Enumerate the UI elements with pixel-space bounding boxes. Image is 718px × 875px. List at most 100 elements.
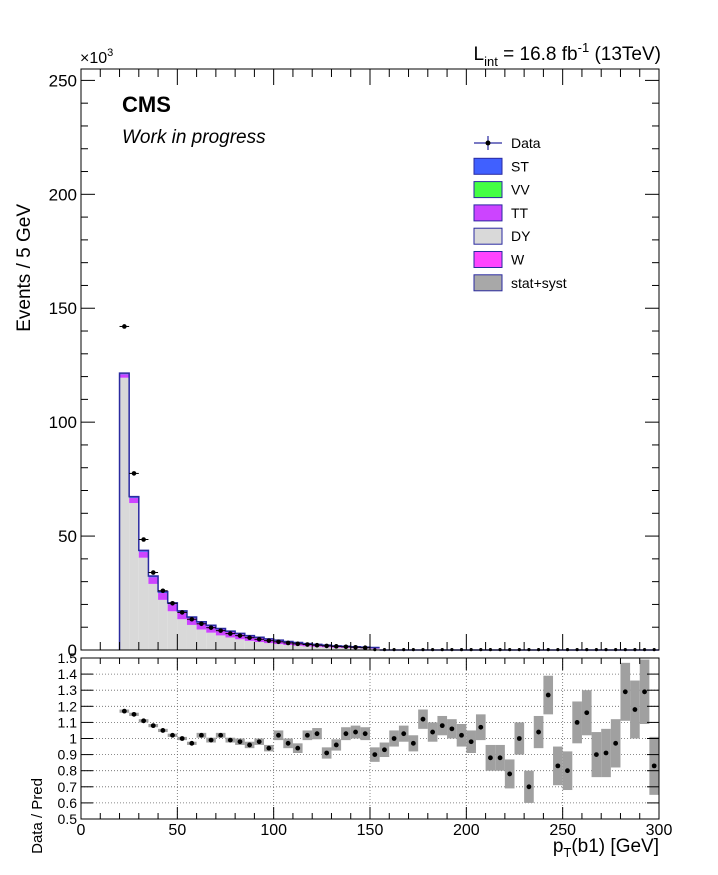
x-tick-label: 300: [646, 822, 673, 839]
ratio-point: [468, 739, 474, 745]
ratio-point: [391, 736, 397, 741]
series-dy: [119, 377, 380, 650]
ratio-point: [170, 732, 175, 738]
bar-tt-40: [158, 593, 168, 600]
ratio-point: [333, 742, 339, 748]
x-tick-label: 200: [453, 822, 480, 839]
ratio-point: [314, 731, 320, 737]
ratio-point: [632, 707, 638, 712]
data-point: [360, 645, 370, 651]
ratio-point: [121, 708, 127, 714]
ratio-y-tick-label: 0.5: [58, 811, 78, 827]
data-point: [350, 644, 361, 650]
ratio-point: [150, 723, 156, 729]
legend-entry-data: Data: [474, 135, 541, 151]
x-tick-label: 0: [77, 822, 86, 839]
bar-dy-45: [167, 611, 178, 650]
bar-dy-95: [264, 643, 274, 650]
ratio-point: [565, 768, 570, 774]
ratio-y-tick-label: 1.5: [58, 650, 78, 666]
data-point: [148, 570, 159, 575]
ratio-y-axis: 0.50.60.70.80.911.11.21.31.41.5: [58, 650, 659, 827]
bar-dy-80: [235, 639, 245, 650]
ratio-point: [382, 747, 387, 753]
data-point: [196, 621, 207, 627]
ratio-point: [256, 739, 262, 745]
data-point: [292, 641, 303, 647]
ratio-point: [459, 732, 464, 738]
ratio-y-tick-label: 0.7: [58, 779, 78, 795]
data-point: [129, 471, 139, 476]
luminosity-label: Lint = 16.8 fb-1 (13TeV): [474, 40, 661, 69]
ratio-point: [410, 740, 416, 746]
data-point: [331, 644, 342, 649]
ratio-point: [507, 771, 513, 777]
ratio-point: [516, 736, 522, 741]
data-point: [206, 625, 216, 630]
ratio-point: [179, 736, 185, 741]
legend-entry-tt: TT: [473, 204, 529, 222]
data-point: [158, 588, 168, 594]
data-point: [244, 635, 255, 640]
bar-tt-20: [119, 374, 130, 378]
svg-text:DY: DY: [511, 228, 531, 244]
ratio-point: [227, 737, 233, 743]
ratio-point: [372, 752, 378, 757]
bar-st-30: [138, 551, 149, 552]
bar-dy-50: [177, 619, 187, 650]
svg-text:stat+syst: stat+syst: [511, 275, 567, 291]
svg-text:ST: ST: [511, 158, 529, 174]
main-frame: [80, 68, 660, 651]
svg-text:W: W: [511, 252, 525, 268]
bar-dy-20: [119, 377, 130, 650]
ratio-point: [362, 731, 368, 737]
stacked-histogram: [118, 372, 659, 651]
y-tick-label: 0: [68, 641, 77, 660]
ratio-point: [642, 689, 647, 695]
data-point: [235, 633, 245, 638]
ratio-point: [304, 732, 310, 738]
bar-dy-55: [186, 624, 197, 650]
bar-dy-85: [244, 640, 255, 650]
ratio-point: [488, 755, 493, 761]
data-point: [302, 642, 313, 647]
ratio-point: [430, 729, 436, 735]
legend-entry-stat-syst: stat+syst: [473, 274, 567, 292]
ratio-panel: 0.50.60.70.80.911.11.21.31.41.5 0 50 100 15…: [29, 650, 672, 860]
ratio-y-tick-label: 0.8: [58, 763, 78, 779]
main-y-axis: 0 50 100 150 200 250: [49, 71, 659, 660]
ratio-point: [584, 710, 590, 716]
data-point: [119, 324, 130, 329]
ratio-point: [189, 740, 195, 746]
ratio-point: [603, 750, 609, 756]
ratio-point: [536, 729, 541, 735]
legend-entry-vv: VV: [473, 181, 530, 199]
data-point: [167, 600, 178, 606]
ratio-point: [478, 724, 484, 730]
x-tick-label: 50: [168, 822, 186, 839]
data-point: [264, 638, 274, 643]
bar-st-25: [129, 497, 139, 499]
bar-tt-35: [148, 577, 159, 584]
ratio-point: [218, 732, 224, 738]
ratio-points: [121, 689, 657, 790]
ratio-point: [439, 723, 445, 729]
subtitle-label: Work in progress: [122, 127, 266, 148]
bar-dy-35: [148, 583, 159, 650]
ratio-point: [613, 740, 619, 746]
ratio-point: [574, 720, 580, 725]
ratio-y-tick-label: 1: [69, 731, 77, 747]
ratio-x-axis: 0 50 100 150 200 250 300: [77, 658, 673, 839]
experiment-label: CMS: [122, 92, 171, 117]
ratio-point: [247, 742, 252, 748]
y-tick-label: 50: [58, 527, 77, 546]
ratio-point: [593, 752, 599, 757]
ratio-point: [401, 731, 407, 737]
x-tick-label: 250: [549, 822, 576, 839]
ratio-uncertainty-band: [119, 659, 659, 803]
data-point: [225, 631, 236, 636]
ratio-point: [276, 732, 281, 738]
exponent-multiplier: ×103: [80, 47, 113, 67]
bar-tt-50: [177, 612, 187, 620]
